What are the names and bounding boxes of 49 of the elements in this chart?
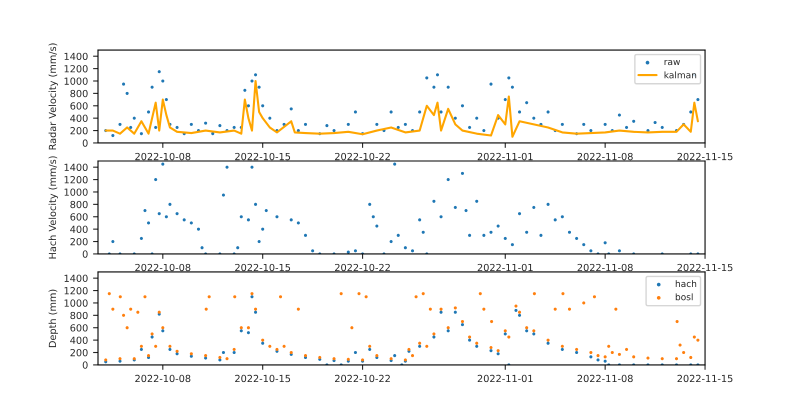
- y-tick-label: 800: [70, 200, 88, 208]
- y-tick-label: 1000: [64, 188, 88, 196]
- y-tick-label: 200: [70, 348, 88, 356]
- y-tick-label: 400: [70, 114, 88, 122]
- x-tick-label: 2022-10-22: [335, 152, 390, 160]
- y-tick-label: 200: [70, 238, 88, 246]
- y-tick-label: 400: [70, 226, 88, 233]
- x-tick-label: 2022-10-15: [235, 152, 290, 160]
- y-tick-label: 600: [70, 324, 88, 332]
- x-tick-label: 2022-11-15: [678, 374, 732, 382]
- y-tick-label: 600: [70, 213, 88, 221]
- x-tick-label: 2022-11-08: [578, 374, 633, 382]
- y-tick-label: 800: [70, 312, 88, 320]
- legend-label: kalman: [664, 71, 696, 78]
- y-tick-label: 1200: [64, 176, 88, 184]
- x-tick-label: 2022-11-01: [478, 152, 533, 160]
- y-tick-label: 600: [70, 102, 88, 110]
- y-tick-label: 0: [82, 139, 88, 147]
- x-tick-label: 2022-10-15: [235, 264, 290, 272]
- y-tick-label: 1200: [64, 65, 88, 72]
- y-tick-label: 0: [82, 361, 88, 369]
- x-tick-label: 2022-10-15: [235, 374, 290, 382]
- y-tick-label: 200: [70, 127, 88, 134]
- x-tick-label: 2022-11-08: [578, 152, 633, 160]
- y-tick-label: 1400: [64, 274, 88, 282]
- x-tick-label: 2022-11-15: [678, 264, 732, 272]
- legend-label: hach: [676, 280, 696, 288]
- x-tick-label: 2022-11-08: [578, 264, 633, 272]
- x-tick-label: 2022-11-15: [678, 152, 732, 160]
- y-axis-title: Depth (mm): [48, 290, 58, 348]
- x-tick-label: 2022-11-01: [478, 374, 533, 382]
- y-tick-label: 1200: [64, 287, 88, 294]
- legend-label: raw: [664, 60, 680, 66]
- y-axis-title: Radar Velocity (mm/s): [48, 43, 58, 150]
- y-tick-label: 1000: [64, 299, 88, 307]
- x-tick-label: 2022-11-01: [478, 264, 533, 272]
- x-tick-label: 2022-10-08: [135, 374, 190, 382]
- x-tick-label: 2022-10-22: [335, 264, 390, 272]
- y-tick-label: 1400: [64, 52, 88, 60]
- y-tick-label: 1000: [64, 77, 88, 85]
- x-tick-label: 2022-10-08: [135, 264, 190, 272]
- legend-label: bosl: [676, 293, 693, 300]
- x-tick-label: 2022-10-08: [135, 152, 190, 160]
- y-axis-title: Hach Velocity (mm/s): [48, 156, 58, 258]
- x-tick-label: 2022-10-22: [335, 374, 390, 382]
- y-tick-label: 0: [82, 250, 88, 258]
- y-tick-label: 1400: [64, 164, 88, 172]
- y-tick-label: 400: [70, 336, 88, 344]
- y-tick-label: 800: [70, 90, 88, 98]
